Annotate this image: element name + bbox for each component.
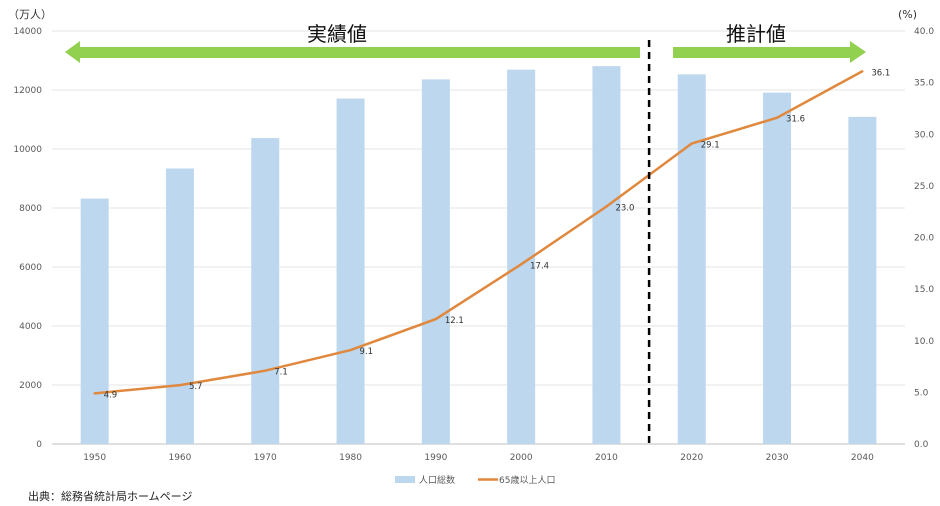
- right-axis-unit: (%): [898, 8, 917, 21]
- data-label: 9.1: [360, 347, 374, 357]
- data-label: 5.7: [189, 382, 203, 392]
- line-point: [519, 263, 523, 266]
- bar-1960: [165, 168, 194, 444]
- bar-1980: [336, 98, 365, 445]
- right-tick-label: 30.0: [914, 130, 934, 140]
- x-tick-label: 2010: [595, 453, 618, 463]
- data-label: 23.0: [615, 204, 634, 214]
- bar-2020: [677, 74, 706, 445]
- legend-line-label: 65歳以上人口: [499, 474, 555, 486]
- line-point: [349, 348, 352, 352]
- right-tick-label: 0.0: [914, 440, 929, 450]
- right-tick-label: 25.0: [914, 182, 934, 192]
- data-label: 12.1: [445, 316, 464, 326]
- legend-bar-label: 人口総数: [419, 474, 455, 486]
- x-tick-label: 1960: [168, 453, 191, 463]
- x-tick-label: 2030: [766, 453, 789, 463]
- data-label: 36.1: [871, 68, 890, 78]
- x-tick-label: 2020: [680, 453, 703, 463]
- left-tick-label: 4000: [19, 322, 42, 332]
- bar-2010: [592, 66, 621, 444]
- x-tick-label: 2040: [851, 453, 874, 463]
- line-point: [434, 317, 438, 321]
- legend-bar-swatch: [395, 476, 415, 483]
- projection-arrow: [673, 41, 866, 63]
- bar-1970: [251, 138, 280, 444]
- projection-label: 推計値: [726, 22, 786, 46]
- x-tick-label: 2000: [510, 453, 533, 463]
- source-note: 出典：総務省統計局ホームページ: [28, 490, 193, 503]
- right-tick-label: 10.0: [914, 337, 934, 347]
- line-point: [178, 383, 182, 387]
- x-tick-label: 1980: [339, 453, 362, 463]
- right-tick-label: 20.0: [914, 234, 934, 244]
- actual-arrow: [65, 41, 640, 63]
- left-tick-label: 12000: [13, 86, 42, 96]
- left-tick-label: 2000: [19, 381, 42, 391]
- bar-2030: [763, 92, 792, 444]
- data-label: 7.1: [274, 368, 288, 378]
- line-point: [861, 70, 864, 73]
- line-point: [690, 142, 693, 145]
- data-label: 31.6: [786, 115, 805, 125]
- right-tick-label: 15.0: [914, 285, 934, 295]
- left-tick-label: 6000: [19, 263, 42, 273]
- left-axis-unit: （万人）: [8, 8, 52, 21]
- bar-1990: [421, 79, 450, 444]
- left-tick-label: 8000: [19, 204, 42, 214]
- left-tick-label: 0: [36, 440, 42, 450]
- data-label: 4.9: [104, 390, 118, 400]
- bar-2040: [848, 116, 877, 444]
- bar-1950: [80, 198, 109, 444]
- line-point: [775, 116, 779, 119]
- line-point: [264, 369, 267, 372]
- right-tick-label: 35.0: [914, 79, 934, 89]
- line-point: [93, 392, 96, 395]
- line-point: [605, 205, 608, 208]
- right-tick-label: 40.0: [914, 27, 934, 37]
- left-tick-label: 14000: [13, 27, 42, 37]
- x-tick-label: 1970: [254, 453, 277, 463]
- line-series: [94, 70, 863, 395]
- data-label: 29.1: [701, 141, 720, 151]
- left-tick-label: 10000: [13, 145, 42, 155]
- right-tick-label: 5.0: [914, 388, 929, 398]
- actual-label: 実績値: [307, 22, 367, 46]
- data-label: 17.4: [530, 261, 549, 271]
- x-tick-label: 1990: [424, 453, 447, 463]
- x-tick-label: 1950: [83, 453, 106, 463]
